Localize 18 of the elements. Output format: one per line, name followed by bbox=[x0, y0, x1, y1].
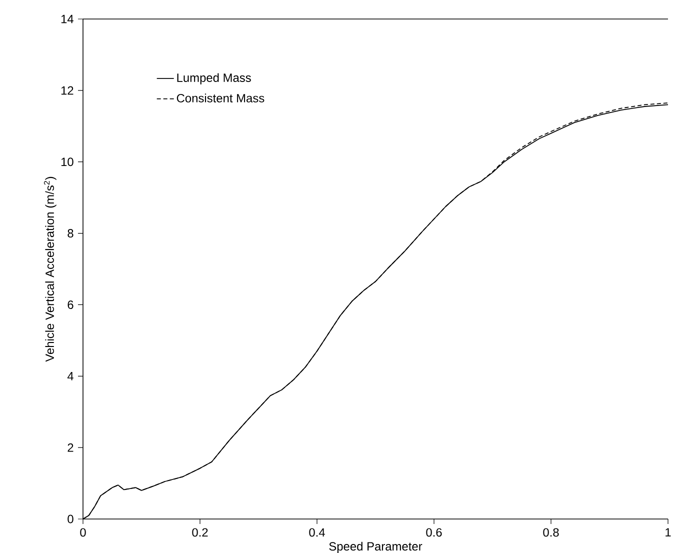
legend-label: Lumped Mass bbox=[177, 73, 251, 84]
x-tick-label: 0.4 bbox=[309, 528, 325, 537]
y-tick-label: 8 bbox=[68, 229, 74, 238]
x-tick-label: 0 bbox=[80, 528, 86, 537]
x-axis-title: Speed Parameter bbox=[329, 542, 422, 553]
legend-label: Consistent Mass bbox=[176, 94, 264, 102]
y-tick-label: 4 bbox=[67, 372, 74, 380]
y-tick-label: 12 bbox=[61, 86, 74, 95]
x-tick-label: 0.8 bbox=[543, 528, 559, 537]
y-tick-label: 6 bbox=[68, 300, 74, 309]
y-tick-label: 0 bbox=[68, 514, 74, 524]
x-tick-label: 0.2 bbox=[192, 528, 208, 537]
y-tick-label: 2 bbox=[68, 443, 74, 452]
y-axis-title: Vehicle Vertical Acceleration (m/s$^{2}$) bbox=[44, 176, 56, 362]
x-tick-label: 1 bbox=[666, 528, 671, 536]
x-tick-label: 0.6 bbox=[426, 528, 442, 537]
y-tick-label: 14 bbox=[61, 14, 74, 24]
y-tick-label: 10 bbox=[61, 158, 74, 166]
